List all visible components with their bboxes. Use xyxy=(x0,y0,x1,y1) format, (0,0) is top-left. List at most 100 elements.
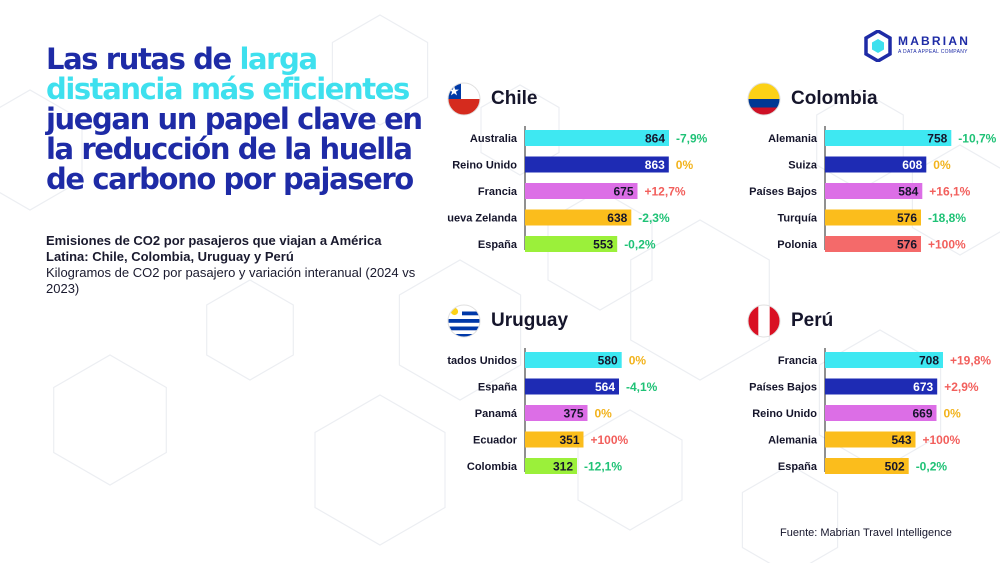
headline: Las rutas de larga distancia más eficien… xyxy=(46,44,426,194)
headline-highlight: larga distancia más eficientes xyxy=(46,42,410,106)
category-label: Colombia xyxy=(467,461,518,473)
change-label: -12,1% xyxy=(584,460,622,474)
bg-hexagon xyxy=(630,219,770,381)
value-label: 312 xyxy=(553,460,573,474)
headline-part2: juegan un papel clave en la reducción de… xyxy=(46,102,423,196)
subtitle: Emisiones de CO2 por pasajeros que viaja… xyxy=(46,233,416,297)
change-label: -4,1% xyxy=(626,380,658,394)
bar xyxy=(825,183,923,199)
change-label: +16,1% xyxy=(929,185,970,199)
bg-hexagon xyxy=(314,394,446,546)
bar-chart: Francia 708 +19,8% Países Bajos 673 +2,9% Rein… xyxy=(749,348,991,474)
country-label: Chile xyxy=(491,88,538,109)
peru-flag-icon xyxy=(747,304,781,338)
chile-flag-icon xyxy=(447,82,481,116)
panel-peru: Perú Francia 708 +19,8% Países Bajos 673 +2,9… xyxy=(747,304,1000,504)
value-label: 608 xyxy=(902,158,922,172)
source-note: Fuente: Mabrian Travel Intelligence xyxy=(780,527,952,539)
logo-brand: MABRIAN xyxy=(898,34,971,48)
value-label: 576 xyxy=(897,211,917,225)
category-label: Estados Unidos xyxy=(447,355,517,367)
bar xyxy=(525,431,584,448)
mabrian-logo: MABRIAN A DATA APPEAL COMPANY xyxy=(864,30,974,62)
bar xyxy=(825,405,937,421)
category-label: Países Bajos xyxy=(749,186,817,198)
category-label: Francia xyxy=(778,355,818,367)
value-label: 669 xyxy=(912,407,932,421)
bar-chart: Alemania 758 -10,7% Suiza 608 0% Países Bajos 5… xyxy=(749,126,997,252)
bar xyxy=(525,156,669,173)
value-label: 638 xyxy=(607,211,627,225)
country-label: Colombia xyxy=(791,88,878,109)
country-label: Perú xyxy=(791,310,834,331)
logo-tagline: A DATA APPEAL COMPANY xyxy=(898,49,968,55)
bg-hexagon xyxy=(206,279,294,381)
change-label: +12,7% xyxy=(645,185,686,199)
value-label: 864 xyxy=(645,132,665,146)
bar xyxy=(525,405,588,421)
bar xyxy=(825,378,938,395)
bar xyxy=(525,236,618,252)
country-label: Uruguay xyxy=(491,310,569,331)
bar xyxy=(525,209,632,226)
change-label: -18,8% xyxy=(928,211,966,225)
bg-hexagon xyxy=(53,354,167,486)
change-label: 0% xyxy=(933,158,951,172)
value-label: 543 xyxy=(891,433,911,447)
category-label: España xyxy=(478,239,518,251)
category-label: Reino Unido xyxy=(752,408,817,420)
subtitle-bold: Emisiones de CO2 por pasajeros que viaja… xyxy=(46,233,382,264)
change-label: +100% xyxy=(928,238,966,252)
change-label: -0,2% xyxy=(916,460,948,474)
category-label: Reino Unido xyxy=(452,160,517,172)
value-label: 708 xyxy=(919,354,939,368)
change-label: 0% xyxy=(629,354,647,368)
category-label: Ecuador xyxy=(473,435,518,447)
category-label: Alemania xyxy=(768,133,818,145)
category-label: Nueva Zelanda xyxy=(447,213,518,225)
category-label: Alemania xyxy=(768,435,818,447)
bar xyxy=(525,378,619,395)
value-label: 351 xyxy=(559,433,579,447)
category-label: España xyxy=(478,382,518,394)
change-label: 0% xyxy=(676,158,694,172)
bar xyxy=(825,130,952,146)
bar xyxy=(525,183,638,199)
mabrian-hexagon-icon xyxy=(864,30,892,62)
panel-uruguay: Uruguay Estados Unidos 580 0% España 564 -4,1… xyxy=(447,304,707,504)
change-label: -10,7% xyxy=(958,132,996,146)
category-label: Panamá xyxy=(475,408,518,420)
change-label: +100% xyxy=(591,433,629,447)
bar xyxy=(525,352,622,368)
subtitle-normal: Kilogramos de CO2 por pasajero y variaci… xyxy=(46,265,416,296)
bg-hexagon xyxy=(0,89,83,211)
category-label: Francia xyxy=(478,186,518,198)
panel-chile: Chile Australia 864 -7,9% Reino Unido 863 0% F… xyxy=(447,82,707,282)
value-label: 584 xyxy=(898,185,918,199)
bg-hexagon xyxy=(331,14,429,126)
bar xyxy=(825,458,909,474)
bar xyxy=(825,352,943,368)
bar-chart: Australia 864 -7,9% Reino Unido 863 0% Francia… xyxy=(447,126,707,252)
value-label: 675 xyxy=(613,185,633,199)
value-label: 502 xyxy=(885,460,905,474)
category-label: Suiza xyxy=(788,160,818,172)
panel-colombia: Colombia Alemania 758 -10,7% Suiza 608 0% País… xyxy=(747,82,1000,282)
change-label: +100% xyxy=(923,433,961,447)
value-label: 580 xyxy=(598,354,618,368)
value-label: 564 xyxy=(595,380,615,394)
bg-hexagon xyxy=(480,84,560,176)
category-label: España xyxy=(778,461,818,473)
change-label: +19,8% xyxy=(950,354,991,368)
value-label: 553 xyxy=(593,238,613,252)
category-label: Países Bajos xyxy=(749,382,817,394)
value-label: 375 xyxy=(563,407,583,421)
value-label: 576 xyxy=(897,238,917,252)
headline-part1: Las rutas de xyxy=(46,42,240,76)
bg-hexagon xyxy=(398,259,522,401)
category-label: Turquía xyxy=(777,213,817,225)
category-label: Polonia xyxy=(777,239,818,251)
bar xyxy=(825,431,916,448)
change-label: -0,2% xyxy=(624,238,656,252)
bar xyxy=(825,209,921,226)
